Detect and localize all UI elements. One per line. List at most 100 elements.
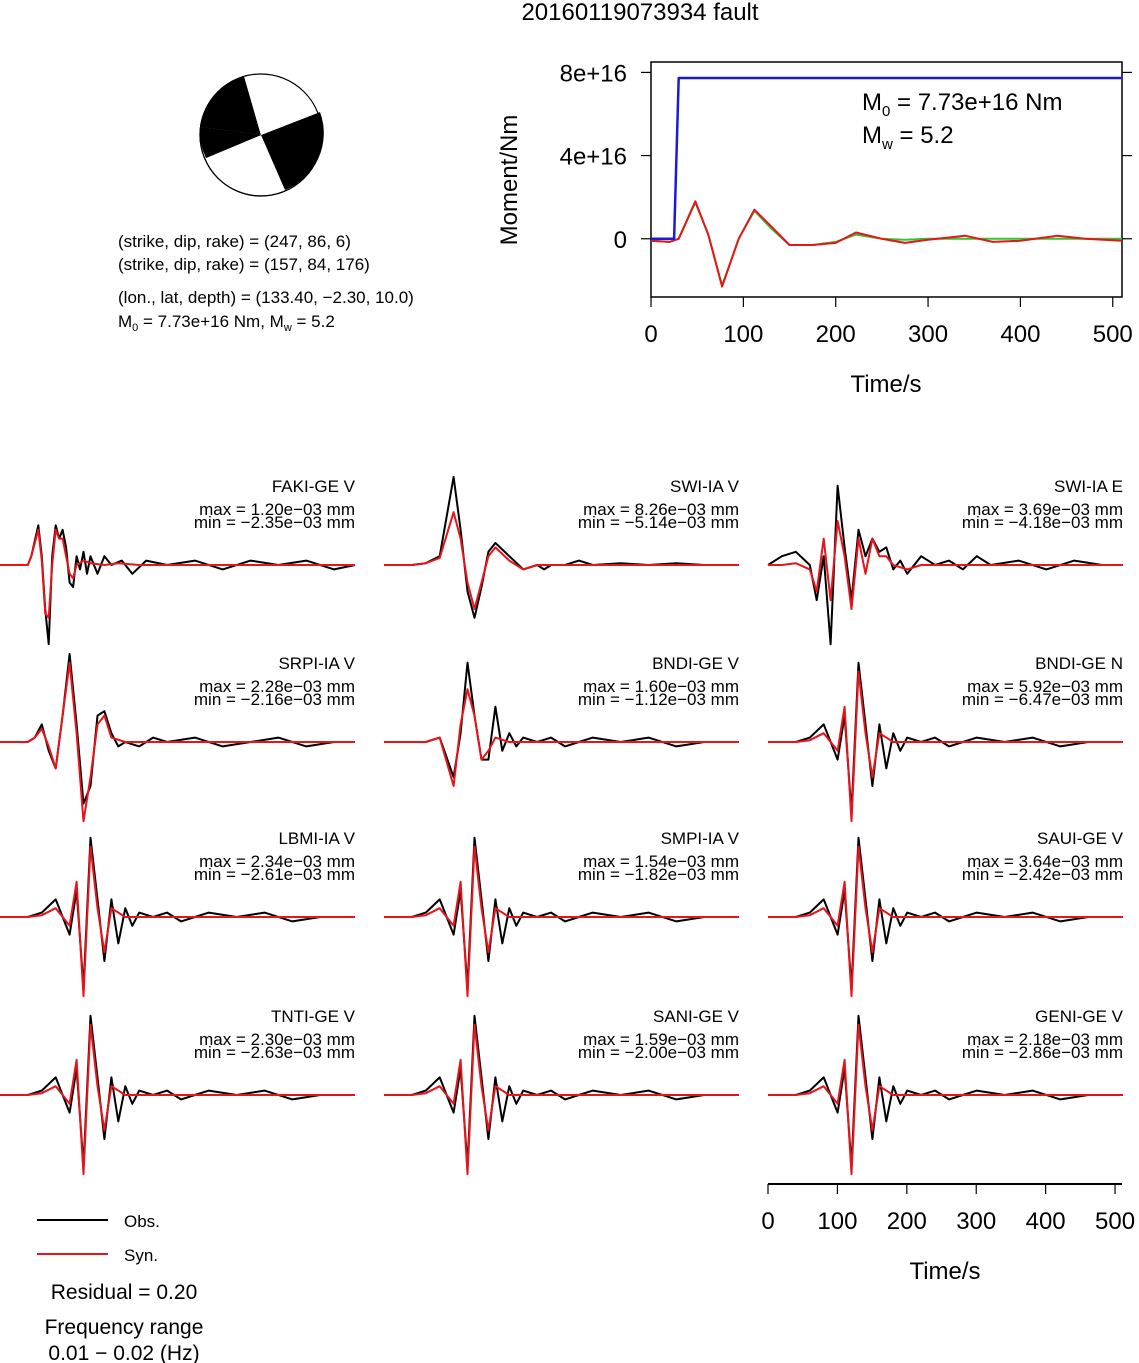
moment-xtick-label: 0 <box>644 321 657 348</box>
waveform-xtick-label: 100 <box>817 1208 857 1235</box>
synthetic-trace <box>768 1023 1123 1176</box>
moment-xlabel: Time/s <box>850 371 921 398</box>
station-name: SWI-IA E <box>1054 477 1123 496</box>
synthetic-trace <box>768 520 1123 610</box>
synthetic-trace <box>0 661 355 823</box>
station-min: min = −4.18e−03 mm <box>962 513 1123 532</box>
stf-red-series <box>650 200 1123 288</box>
station-min: min = −5.14e−03 mm <box>578 513 739 532</box>
station-max: max = 1.60e−03 mm <box>583 677 739 696</box>
moment-xtick-label: 500 <box>1093 321 1133 348</box>
station-name: LBMI-IA V <box>278 829 355 848</box>
synthetic-trace <box>0 528 355 619</box>
frequency-range-label: Frequency range <box>45 1316 204 1339</box>
station-name: SAUI-GE V <box>1037 829 1124 848</box>
station-name: SMPI-IA V <box>661 829 740 848</box>
observed-trace <box>0 524 356 646</box>
station-min: min = −1.12e−03 mm <box>578 690 739 709</box>
station-name: FAKI-GE V <box>272 477 356 496</box>
station-name: BNDI-GE N <box>1035 654 1123 673</box>
moment-xtick-label: 200 <box>816 321 856 348</box>
station-min: min = −1.82e−03 mm <box>578 865 739 884</box>
moment-ytick-label: 0 <box>614 227 627 254</box>
moment-xtick-label: 400 <box>1000 321 1040 348</box>
synthetic-trace <box>768 845 1123 998</box>
mechanism-line-2: (strike, dip, rake) = (157, 84, 176) <box>118 255 370 274</box>
synthetic-trace <box>384 688 739 787</box>
residual-label: Residual = 0.20 <box>51 1281 198 1304</box>
station-max: max = 3.64e−03 mm <box>967 852 1123 871</box>
waveform-xtick-label: 500 <box>1095 1208 1135 1235</box>
station-name: BNDI-GE V <box>652 654 740 673</box>
moment-ylabel: Moment/Nm <box>496 115 523 246</box>
station-name: GENI-GE V <box>1035 1007 1124 1026</box>
station-min: min = −2.86e−03 mm <box>962 1043 1123 1062</box>
moment-chart: 8e+16 4e+16 0 0 100 200 300 400 500 Moment/Nm Ti… <box>496 60 1133 398</box>
waveform-xtick-label: 400 <box>1026 1208 1066 1235</box>
station-max: max = 1.54e−03 mm <box>583 852 739 871</box>
frequency-range-value: 0.01 − 0.02 (Hz) <box>48 1342 199 1363</box>
stf-green-series <box>650 201 1122 287</box>
synthetic-trace <box>768 670 1123 823</box>
waveform-xtick-label: 300 <box>956 1208 996 1235</box>
moment-plot-frame <box>650 61 1123 298</box>
moment-xtick-label: 100 <box>723 321 763 348</box>
station-max: max = 3.69e−03 mm <box>967 500 1123 519</box>
station-min: min = −2.61e−03 mm <box>194 865 355 884</box>
station-min: min = −6.47e−03 mm <box>962 690 1123 709</box>
station-name: SRPI-IA V <box>278 654 355 673</box>
station-min: min = −2.00e−03 mm <box>578 1043 739 1062</box>
mechanism-line-1: (strike, dip, rake) = (247, 86, 6) <box>118 232 351 251</box>
moment-ytick-label: 4e+16 <box>560 144 627 171</box>
station-max: max = 5.92e−03 mm <box>967 677 1123 696</box>
moment-mw-annotation: Mw = 5.2 <box>862 122 954 153</box>
moment-summary: M0 = 7.73e+16 Nm, Mw = 5.2 <box>118 312 335 334</box>
observed-trace <box>384 476 739 619</box>
station-max: max = 2.18e−03 mm <box>967 1030 1123 1049</box>
waveform-time-axis: 0 100 200 300 400 500 <box>761 1183 1135 1235</box>
synthetic-trace <box>0 845 355 998</box>
moment-rate-blue-series <box>651 76 1122 241</box>
synthetic-trace <box>384 845 739 998</box>
figure-title: 20160119073934 fault <box>521 0 758 26</box>
station-max: max = 2.28e−03 mm <box>199 677 355 696</box>
station-name: TNTI-GE V <box>271 1007 356 1026</box>
synthetic-trace <box>384 1023 739 1176</box>
beachball-icon <box>199 72 324 197</box>
synthetic-trace <box>384 511 739 610</box>
waveform-xlabel: Time/s <box>909 1258 980 1285</box>
legend-obs-label: Obs. <box>124 1212 160 1231</box>
station-name: SWI-IA V <box>670 477 740 496</box>
legend: Obs. Syn. <box>37 1212 160 1265</box>
station-name: SANI-GE V <box>653 1007 740 1026</box>
moment-xtick-label: 300 <box>908 321 948 348</box>
moment-m0-annotation: M0 = 7.73e+16 Nm <box>862 89 1062 120</box>
station-min: min = −2.63e−03 mm <box>194 1043 355 1062</box>
station-max: max = 2.30e−03 mm <box>199 1030 355 1049</box>
station-max: max = 2.34e−03 mm <box>199 852 355 871</box>
station-min: min = −2.35e−03 mm <box>194 513 355 532</box>
station-min: min = −2.16e−03 mm <box>194 690 355 709</box>
station-max: max = 8.26e−03 mm <box>583 500 739 519</box>
station-max: max = 1.20e−03 mm <box>199 500 355 519</box>
station-min: min = −2.42e−03 mm <box>962 865 1123 884</box>
waveform-xtick-label: 0 <box>761 1208 774 1235</box>
legend-syn-label: Syn. <box>124 1246 158 1265</box>
moment-ytick-label: 8e+16 <box>560 60 627 87</box>
location-line: (lon., lat, depth) = (133.40, −2.30, 10.… <box>118 288 414 307</box>
synthetic-trace <box>0 1023 355 1176</box>
